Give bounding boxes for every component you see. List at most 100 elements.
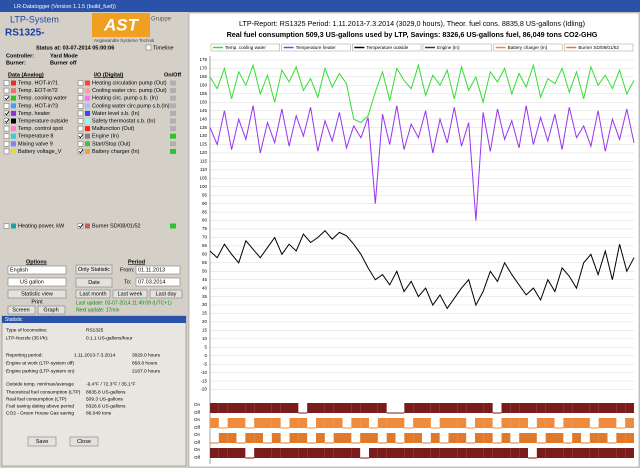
track-state [289,433,299,443]
track-state [483,418,493,428]
track-state [492,448,502,458]
track-state [625,433,634,443]
statistic-view: Statistic view [21,291,53,297]
track-state [519,433,528,443]
to-label: To: [124,279,132,285]
window-title: LR-Datalogger (Version 1.1.5 (build_fuel… [14,4,116,10]
unit-select[interactable] [7,277,67,287]
last-day: Last day [156,291,177,297]
track-state [227,403,237,413]
track-state [298,412,308,414]
track-state [448,433,458,443]
item-checkbox[interactable] [3,95,10,101]
y-tick-label: 40 [202,285,208,290]
track-state [360,433,369,443]
track-state [210,448,219,458]
onoff-title: On/Off [164,72,181,78]
title-bar [0,0,640,12]
stat-cell: 8326.6 US-gallons [86,403,126,409]
track-state [439,418,449,428]
item-checkbox[interactable] [3,148,10,155]
screen-button[interactable] [7,305,36,315]
item-checkbox[interactable] [3,110,10,117]
track-state [466,448,475,458]
y-tick-label: 125 [199,142,207,147]
onoff-indicator [170,103,176,109]
item-checkbox[interactable] [77,141,84,147]
check-mark [4,118,10,124]
y-tick-label: 175 [199,57,207,62]
item-checkbox[interactable] [77,110,84,117]
track-state [280,427,290,429]
track-state [333,433,343,443]
y-tick-label: 95 [202,192,208,197]
item-checkbox[interactable] [77,118,84,124]
item-checkbox[interactable] [77,133,84,139]
track-state [448,448,458,458]
item-checkbox[interactable] [77,148,84,155]
close-button[interactable] [69,436,99,447]
y-tick-label: 115 [200,159,208,164]
item-checkbox[interactable] [77,103,84,109]
y-tick-label: 60 [202,252,208,257]
save-button[interactable] [27,436,57,447]
to-input[interactable] [135,277,181,287]
track-state [439,448,449,458]
graph: Graph [43,307,58,313]
chart-title-2: Real fuel consumption 509,3 US-gallons u… [227,30,598,39]
state-label: Off [194,410,201,415]
item-checkbox[interactable] [3,80,10,86]
language-select[interactable] [7,265,67,275]
item-checkbox[interactable] [77,125,84,132]
onoff-indicator [170,110,176,116]
item-label: Temp. EOT-in?2 [18,88,58,94]
series-line [209,229,635,310]
track-state [386,433,396,443]
item-color [85,126,90,132]
item-checkbox[interactable] [3,141,10,147]
track-state [245,403,255,413]
stat-cell: Type of locomotive: [6,327,47,333]
last-week-button[interactable] [112,289,148,299]
track-state [607,448,617,458]
item-checkbox[interactable] [77,80,84,86]
controller: Yard Mode [50,53,78,59]
track-state [581,403,590,413]
system-name: LTP-System [10,14,59,24]
track-state [377,442,387,444]
item-color [85,223,90,229]
date-button[interactable] [75,277,113,288]
item-checkbox[interactable] [3,133,10,139]
item-color [85,133,90,139]
item-checkbox[interactable] [3,118,10,124]
track-state [616,433,626,443]
item-checkbox[interactable] [3,125,10,132]
item-checkbox[interactable] [77,223,84,229]
item-checkbox[interactable] [77,95,84,101]
item-checkbox[interactable] [3,87,10,94]
track-state [236,403,246,413]
statistic-view-button[interactable] [7,289,67,299]
track-state [492,442,502,444]
only-statistic-button[interactable] [75,264,113,275]
timeline-checkbox[interactable] [145,44,152,51]
track-state [439,442,449,444]
options-title: Options [26,259,47,265]
track-state [422,442,431,444]
track-state [536,418,546,428]
graph-button[interactable] [37,305,66,315]
timeline-label: Timeline [153,45,174,51]
from-input[interactable] [135,265,181,275]
state-label: On [194,402,201,407]
item-checkbox[interactable] [77,87,84,94]
item-label: Temp. HOT-in?1 [18,80,58,86]
y-tick-label: 5 [204,344,207,349]
last-day-button[interactable] [149,289,183,299]
state-label: On [194,417,201,422]
track-state [324,403,334,413]
item-checkbox[interactable] [3,223,10,229]
track-state [616,403,626,413]
item-checkbox[interactable] [3,103,10,109]
status: Status at: 03-07-2014 05:00:06 [36,45,114,51]
last-month-button[interactable] [75,289,111,299]
